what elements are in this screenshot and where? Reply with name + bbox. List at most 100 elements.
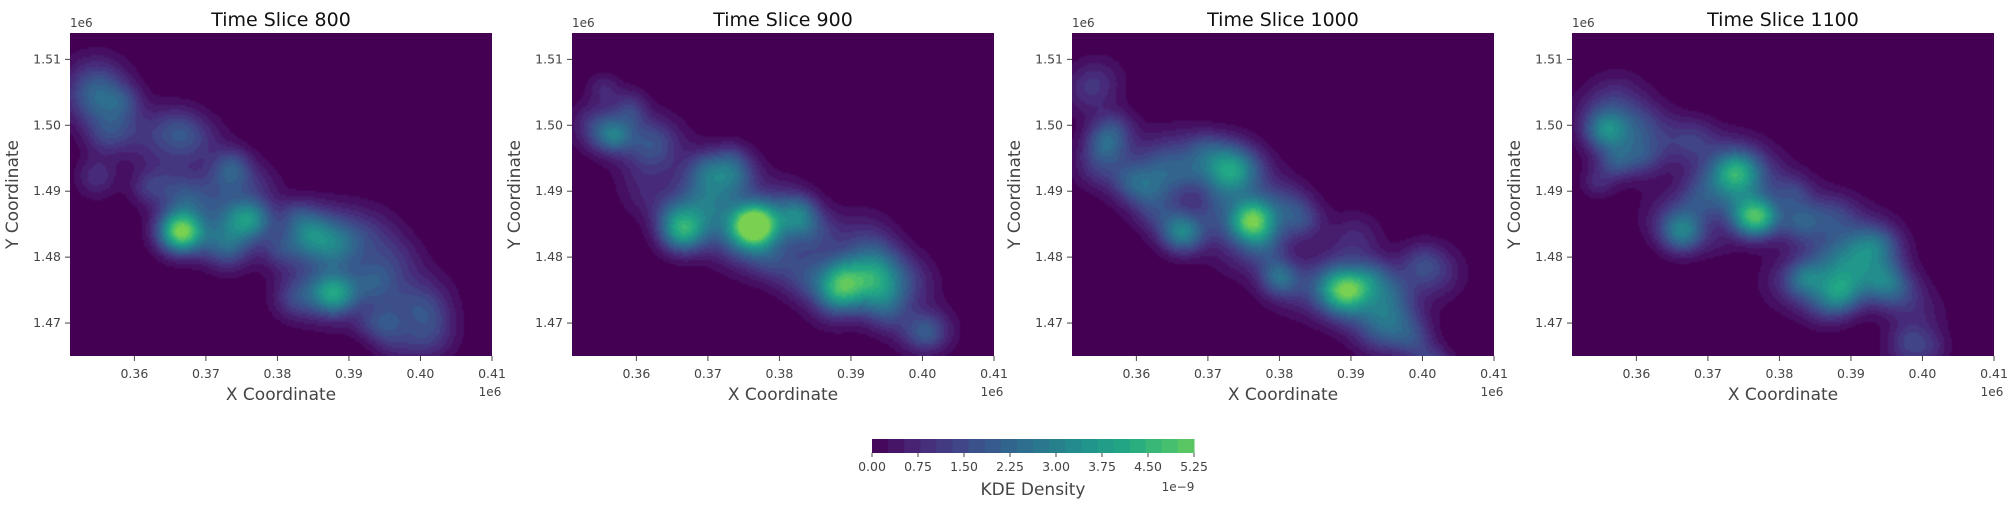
x-tick-label: 0.37 (694, 366, 722, 381)
chart-panel-1: 0.36 0.37 0.38 0.39 0.40 0.41 1.47 1.48 1.49 1.50… (3, 9, 506, 405)
y-axis-label: Y Coordinate (3, 140, 23, 250)
density-heatmap-2 (572, 33, 994, 356)
chart-title: Time Slice 1100 (1706, 9, 1859, 31)
y-axis-label: Y Coordinate (505, 140, 525, 250)
x-tick-label: 0.40 (909, 366, 937, 381)
x-tick-label: 0.38 (1266, 366, 1294, 381)
colorbar-tick-label: 3.75 (1088, 459, 1116, 474)
x-tick-label: 0.37 (1694, 366, 1722, 381)
y-tick-label: 1.51 (1035, 51, 1063, 66)
colorbar-tick-label: 5.25 (1180, 459, 1208, 474)
x-tick-label: 0.36 (120, 366, 148, 381)
y-tick-label: 1.51 (33, 51, 61, 66)
density-heatmap-3 (1072, 33, 1494, 356)
x-axis-label: X Coordinate (728, 385, 838, 405)
y-tick-label: 1.50 (1535, 117, 1563, 132)
y-offset-label: 1e6 (1072, 16, 1095, 30)
colorbar-segment (888, 439, 905, 453)
chart-title: Time Slice 800 (210, 9, 351, 31)
x-tick-label: 0.40 (407, 366, 435, 381)
x-tick-label: 0.41 (980, 366, 1008, 381)
colorbar-segment (1145, 439, 1163, 453)
y-tick-label: 1.49 (535, 183, 563, 198)
y-offset-label: 1e6 (1572, 16, 1595, 30)
y-tick-label: 1.47 (33, 315, 61, 330)
y-offset-label: 1e6 (572, 16, 595, 30)
colorbar-segment (1000, 439, 1018, 453)
colorbar-segment (1049, 439, 1066, 453)
colorbar-segment (1097, 439, 1114, 453)
x-tick-label: 0.38 (1766, 366, 1794, 381)
x-tick-label: 0.39 (335, 366, 363, 381)
colorbar-segment (1033, 439, 1050, 453)
colorbar-segment (984, 439, 1002, 453)
y-tick-label: 1.47 (1035, 315, 1063, 330)
y-tick-label: 1.49 (1035, 183, 1063, 198)
y-tick-label: 1.47 (1535, 315, 1563, 330)
x-offset-label: 1e6 (981, 385, 1004, 399)
y-axis-label: Y Coordinate (1005, 140, 1025, 250)
colorbar-segment (872, 439, 889, 453)
x-tick-label: 0.40 (1909, 366, 1937, 381)
colorbar-segment (936, 439, 953, 453)
colorbar-tick-label: 1.50 (950, 459, 978, 474)
x-offset-label: 1e6 (1481, 385, 1504, 399)
colorbar: 0.00 0.75 1.50 2.25 3.00 3.75 4.50 5.25 1e−9 KDE … (858, 439, 1208, 500)
y-tick-label: 1.48 (535, 249, 563, 264)
y-tick-label: 1.48 (33, 249, 61, 264)
x-tick-label: 0.41 (478, 366, 506, 381)
density-heatmap-4 (1572, 33, 1994, 356)
x-axis-label: X Coordinate (1728, 385, 1838, 405)
colorbar-segment (968, 439, 986, 453)
colorbar-segment (1161, 439, 1179, 453)
x-tick-label: 0.39 (1337, 366, 1365, 381)
y-tick-label: 1.48 (1035, 249, 1063, 264)
colorbar-segment (1129, 439, 1147, 453)
x-tick-label: 0.37 (1194, 366, 1222, 381)
colorbar-segment (920, 439, 937, 453)
colorbar-tick-label: 2.25 (996, 459, 1024, 474)
y-tick-label: 1.50 (535, 117, 563, 132)
x-offset-label: 1e6 (1981, 385, 2004, 399)
colorbar-segment (1081, 439, 1098, 453)
colorbar-segment (1065, 439, 1082, 453)
chart-panel-4: 0.36 0.37 0.38 0.39 0.40 0.41 1.47 1.48 1.49 1.50… (1505, 9, 2008, 405)
x-tick-label: 0.38 (766, 366, 794, 381)
y-tick-label: 1.49 (33, 183, 61, 198)
chart-title: Time Slice 900 (712, 9, 853, 31)
colorbar-tick-label: 3.00 (1042, 459, 1070, 474)
x-axis-label: X Coordinate (226, 385, 336, 405)
x-tick-label: 0.40 (1409, 366, 1437, 381)
y-tick-label: 1.51 (1535, 51, 1563, 66)
x-tick-label: 0.38 (264, 366, 292, 381)
y-offset-label: 1e6 (70, 16, 93, 30)
x-tick-label: 0.39 (837, 366, 865, 381)
y-tick-label: 1.50 (33, 117, 61, 132)
colorbar-tick-label: 0.75 (904, 459, 932, 474)
x-offset-label: 1e6 (479, 385, 502, 399)
x-tick-label: 0.36 (1122, 366, 1150, 381)
x-tick-label: 0.36 (1622, 366, 1650, 381)
y-axis-label: Y Coordinate (1505, 140, 1525, 250)
x-tick-label: 0.41 (1980, 366, 2008, 381)
x-tick-label: 0.36 (622, 366, 650, 381)
chart-panel-2: 0.36 0.37 0.38 0.39 0.40 0.41 1.47 1.48 1.49 1.50… (505, 9, 1008, 405)
colorbar-segment (1016, 439, 1034, 453)
colorbar-segment (1177, 439, 1195, 453)
y-tick-label: 1.50 (1035, 117, 1063, 132)
x-axis-label: X Coordinate (1228, 385, 1338, 405)
colorbar-tick-label: 4.50 (1134, 459, 1162, 474)
density-heatmap-1 (70, 33, 492, 356)
colorbar-segment (904, 439, 921, 453)
chart-panel-3: 0.36 0.37 0.38 0.39 0.40 0.41 1.47 1.48 1.49 1.50… (1005, 9, 1508, 405)
x-tick-label: 0.39 (1837, 366, 1865, 381)
colorbar-tick-label: 0.00 (858, 459, 886, 474)
colorbar-label: KDE Density (980, 480, 1085, 500)
y-tick-label: 1.51 (535, 51, 563, 66)
x-tick-label: 0.41 (1480, 366, 1508, 381)
y-tick-label: 1.49 (1535, 183, 1563, 198)
chart-title: Time Slice 1000 (1206, 9, 1359, 31)
colorbar-segment (1113, 439, 1131, 453)
colorbar-segment (952, 439, 970, 453)
